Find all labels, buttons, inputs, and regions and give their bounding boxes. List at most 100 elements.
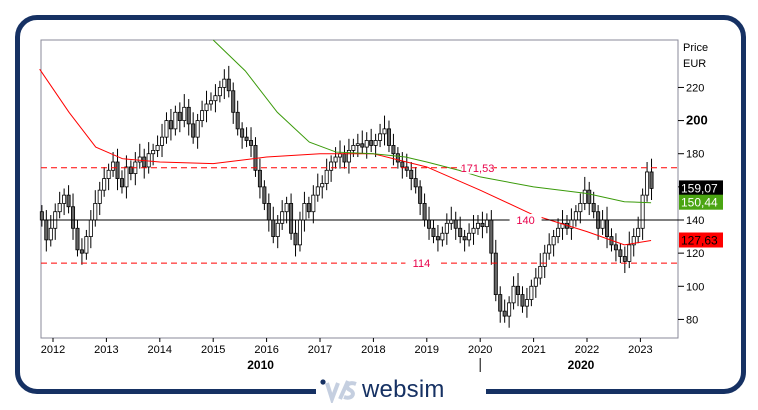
candle-body bbox=[177, 111, 182, 121]
candle-body bbox=[422, 203, 427, 221]
candle-body bbox=[631, 236, 636, 246]
candle-body bbox=[605, 219, 610, 237]
candle-body bbox=[582, 189, 587, 204]
candle-body bbox=[613, 244, 618, 251]
candle-body bbox=[191, 123, 196, 138]
x-tick-label: 2017 bbox=[308, 344, 332, 356]
candle-body bbox=[217, 87, 222, 97]
websim-logo: websim bbox=[318, 376, 445, 404]
candle-body bbox=[208, 100, 213, 105]
candle-body bbox=[262, 186, 267, 204]
candle-body bbox=[529, 285, 534, 300]
candle-body bbox=[378, 133, 383, 141]
candle-body bbox=[142, 156, 147, 168]
candle-body bbox=[195, 120, 200, 138]
candle-body bbox=[542, 252, 547, 267]
candle-body bbox=[79, 249, 84, 254]
candle-body bbox=[573, 211, 578, 221]
candle-body bbox=[329, 161, 334, 171]
candle-body bbox=[645, 171, 650, 196]
y-tick-label: 220 bbox=[686, 82, 704, 94]
candle-body bbox=[560, 222, 565, 229]
candle-body bbox=[204, 103, 209, 112]
y-tick-label: 200 bbox=[686, 113, 708, 128]
moving-average-line bbox=[39, 68, 652, 246]
candle-body bbox=[75, 227, 80, 251]
price-tag: 150,44 bbox=[681, 196, 718, 210]
price-tag-bg bbox=[679, 180, 723, 196]
candle-body bbox=[315, 186, 320, 196]
candle-body bbox=[502, 310, 507, 317]
candle-body bbox=[62, 194, 67, 204]
candle-body bbox=[440, 232, 445, 241]
candle-body bbox=[240, 128, 245, 138]
candle-body bbox=[151, 150, 156, 155]
candle-body bbox=[578, 203, 583, 213]
candle-body bbox=[160, 136, 165, 146]
candle-body bbox=[57, 203, 62, 213]
y-axis-unit: EUR bbox=[683, 58, 706, 70]
candle-body bbox=[373, 140, 378, 146]
candle-body bbox=[102, 178, 107, 191]
candle-body bbox=[556, 227, 561, 237]
candle-body bbox=[533, 277, 538, 287]
reference-label: 140 bbox=[516, 215, 534, 227]
candle-body bbox=[400, 161, 405, 168]
candle-body bbox=[404, 166, 409, 171]
candle-body bbox=[48, 227, 53, 241]
candle-body bbox=[431, 227, 436, 237]
reference-label: 114 bbox=[413, 258, 431, 270]
candle-body bbox=[395, 153, 400, 163]
logo-text: websim bbox=[362, 376, 445, 403]
candle-body bbox=[71, 206, 76, 229]
candle-body bbox=[453, 219, 458, 229]
candle-body bbox=[622, 256, 627, 262]
candle-body bbox=[93, 203, 98, 221]
candle-body bbox=[168, 120, 173, 130]
candle-body bbox=[146, 153, 151, 168]
candle-body bbox=[222, 78, 227, 88]
x-tick-label: 2018 bbox=[361, 344, 385, 356]
price-tag: 127,63 bbox=[681, 233, 718, 247]
y-axis-title: Price bbox=[683, 42, 708, 54]
y-tick-label: 180 bbox=[686, 149, 704, 161]
candle-body bbox=[115, 161, 120, 179]
candle-body bbox=[382, 128, 387, 135]
candle-body bbox=[275, 222, 280, 237]
price-tag-bg bbox=[679, 194, 723, 210]
candle-body bbox=[364, 140, 369, 148]
candle-body bbox=[66, 194, 71, 208]
candle-body bbox=[640, 194, 645, 229]
candle-body bbox=[249, 140, 254, 146]
x-tick-label: 2016 bbox=[254, 344, 278, 356]
candle-body bbox=[511, 285, 516, 304]
plot-area bbox=[40, 39, 679, 339]
candle-body bbox=[351, 145, 356, 151]
x-tick-label: 2015 bbox=[201, 344, 225, 356]
candle-body bbox=[244, 136, 249, 141]
candle-body bbox=[342, 153, 347, 163]
candle-body bbox=[84, 236, 89, 254]
candle-body bbox=[306, 203, 311, 213]
x-tick-label: 2014 bbox=[148, 344, 172, 356]
candle-body bbox=[471, 227, 476, 234]
candle-body bbox=[458, 227, 463, 237]
candle-body bbox=[355, 143, 360, 146]
candle-body bbox=[516, 285, 521, 295]
candle-body bbox=[88, 219, 93, 237]
candle-body bbox=[200, 110, 205, 121]
candle-body bbox=[280, 211, 285, 224]
candle-body bbox=[520, 294, 525, 307]
candle-body bbox=[97, 189, 102, 204]
candle-body bbox=[467, 232, 472, 241]
candle-body bbox=[427, 219, 432, 229]
candle-body bbox=[213, 95, 218, 102]
candle-body bbox=[636, 227, 641, 237]
candle-body bbox=[600, 219, 605, 229]
moving-average-line bbox=[212, 39, 652, 204]
candle-body bbox=[186, 106, 191, 125]
y-tick-label: 80 bbox=[686, 314, 698, 326]
candle-body bbox=[44, 219, 49, 241]
y-tick-label: 120 bbox=[686, 248, 704, 260]
